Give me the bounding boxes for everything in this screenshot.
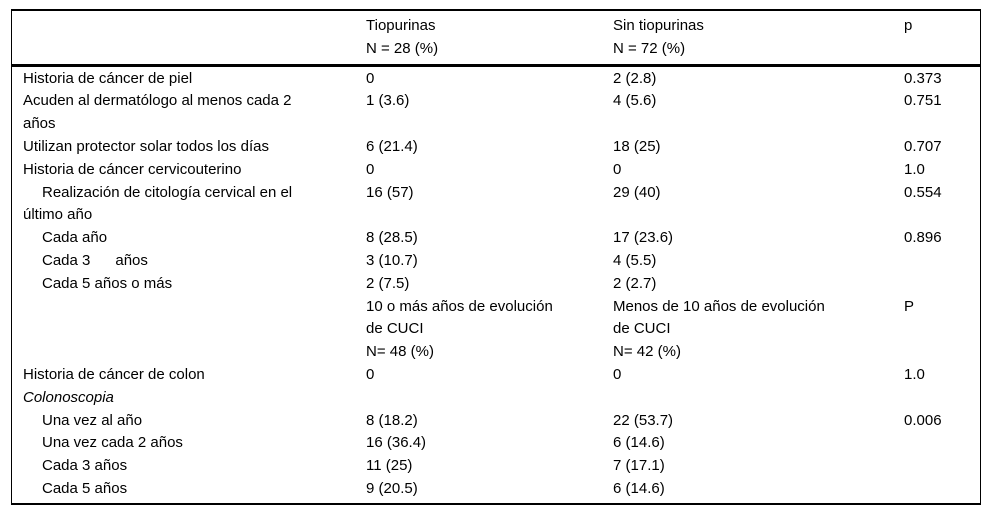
row-label: Realización de citología cervical en el … <box>23 183 293 224</box>
cell-sin-tiopurinas: 22 (53.7) <box>613 411 674 429</box>
cell-tiopurinas: 16 (57) <box>366 183 414 201</box>
cell-tiopurinas: 1 (3.6) <box>366 92 410 110</box>
table-row: Una vez cada 2 años 16 (36.4) 6 (14.6) <box>12 432 980 455</box>
cell-tiopurinas: 16 (36.4) <box>366 434 427 452</box>
row-label: Cada 3 años <box>42 251 148 269</box>
cell-p: 0.707 <box>904 137 942 155</box>
row-label: Cada 5 años o más <box>42 274 173 292</box>
row-label: Historia de cáncer cervicouterino <box>23 160 242 178</box>
cell-tiopurinas: 0 <box>366 160 375 178</box>
cell-p: 1.0 <box>904 160 925 178</box>
cell-sin-tiopurinas: 17 (23.6) <box>613 229 674 247</box>
cell-p <box>904 432 980 455</box>
cell-p: 0.554 <box>904 183 942 201</box>
cell-sin-tiopurinas: 0 <box>613 160 622 178</box>
cell-sin-tiopurinas: 7 (17.1) <box>613 457 665 475</box>
col-header-sin-tiopurinas: Sin tiopurinas N = 72 (%) <box>613 17 704 57</box>
cell-sin-tiopurinas: 0 <box>613 365 622 383</box>
table-row: Cada 5 años 9 (20.5) 6 (14.6) <box>12 478 980 501</box>
cell-tiopurinas: 11 (25) <box>366 457 413 475</box>
cell-p <box>904 273 980 296</box>
row-label: Cada 5 años <box>42 479 128 497</box>
cell-sin-tiopurinas: 29 (40) <box>613 183 661 201</box>
table-row: Acuden al dermatólogo al menos cada 2 añ… <box>12 90 980 136</box>
cell-sin-tiopurinas: 6 (14.6) <box>613 479 665 497</box>
row-label: Historia de cáncer de piel <box>23 69 193 87</box>
row-label: Acuden al dermatólogo al menos cada 2 añ… <box>23 92 292 133</box>
table-row: Colonoscopia <box>12 387 980 410</box>
col-header-empty <box>23 15 366 61</box>
col-header-p: p <box>904 17 913 34</box>
cell-sin-tiopurinas: 2 (2.8) <box>613 69 657 87</box>
row-label: Una vez al año <box>42 411 143 429</box>
cell-tiopurinas: 8 (28.5) <box>366 229 418 247</box>
cell-sin-tiopurinas <box>613 387 904 410</box>
cell-p: 0.896 <box>904 229 942 247</box>
table-subheader-row: 10 o más años de evolución de CUCI N= 48… <box>12 296 980 364</box>
table-row: Cada 3 años 3 (10.7) 4 (5.5) <box>12 250 980 273</box>
cell-tiopurinas: 9 (20.5) <box>366 479 418 497</box>
cell-p: 0.006 <box>904 411 942 429</box>
cell-tiopurinas: 2 (7.5) <box>366 274 410 292</box>
row-label: Cada año <box>42 229 108 247</box>
col-header-tiopurinas: Tiopurinas N = 28 (%) <box>366 17 439 57</box>
cell-p <box>904 387 980 410</box>
cell-p: 1.0 <box>904 365 925 383</box>
table-row: Historia de cáncer cervicouterino 0 0 1.… <box>12 159 980 182</box>
cell-tiopurinas: 3 (10.7) <box>366 251 418 269</box>
cell-tiopurinas: 0 <box>366 365 375 383</box>
cell-tiopurinas: 0 <box>366 69 375 87</box>
cell-p: 0.373 <box>904 69 942 87</box>
cell-p: 0.751 <box>904 92 942 110</box>
table-row: Cada 3 años 11 (25) 7 (17.1) <box>12 455 980 478</box>
table-body: Historia de cáncer de piel 0 2 (2.8) 0.3… <box>12 67 980 503</box>
table-row: Cada 5 años o más 2 (7.5) 2 (2.7) <box>12 273 980 296</box>
row-label: Colonoscopia <box>23 388 114 406</box>
cell-sin-tiopurinas: 6 (14.6) <box>613 434 665 452</box>
table-row: Realización de citología cervical en el … <box>12 182 980 228</box>
cell-sin-tiopurinas: 4 (5.5) <box>613 251 657 269</box>
cell-tiopurinas <box>366 387 613 410</box>
col-subheader-p: P <box>904 297 915 315</box>
results-table: Tiopurinas N = 28 (%) Sin tiopurinas N =… <box>11 9 981 505</box>
cell-sin-tiopurinas: 2 (2.7) <box>613 274 657 292</box>
cell-sin-tiopurinas: 18 (25) <box>613 137 661 155</box>
table-header-row: Tiopurinas N = 28 (%) Sin tiopurinas N =… <box>12 11 980 67</box>
table-row: Historia de cáncer de piel 0 2 (2.8) 0.3… <box>12 68 980 91</box>
col-subheader-evolucion-larga: 10 o más años de evolución de CUCI N= 48… <box>366 297 553 361</box>
cell-tiopurinas: 6 (21.4) <box>366 137 418 155</box>
row-label <box>23 296 366 364</box>
cell-tiopurinas: 8 (18.2) <box>366 411 418 429</box>
cell-p <box>904 455 980 478</box>
table-row: Una vez al año 8 (18.2) 22 (53.7) 0.006 <box>12 410 980 433</box>
row-label: Cada 3 años <box>42 457 128 475</box>
row-label: Utilizan protector solar todos los días <box>23 137 269 155</box>
col-subheader-evolucion-corta: Menos de 10 años de evolución de CUCI N=… <box>613 297 825 361</box>
cell-p <box>904 250 980 273</box>
table-row: Historia de cáncer de colon 0 0 1.0 <box>12 364 980 387</box>
row-label: Una vez cada 2 años <box>42 434 183 452</box>
table-row: Utilizan protector solar todos los días … <box>12 136 980 159</box>
table-row: Cada año 8 (28.5) 17 (23.6) 0.896 <box>12 227 980 250</box>
cell-sin-tiopurinas: 4 (5.6) <box>613 92 657 110</box>
row-label: Historia de cáncer de colon <box>23 365 205 383</box>
cell-p <box>904 478 980 501</box>
